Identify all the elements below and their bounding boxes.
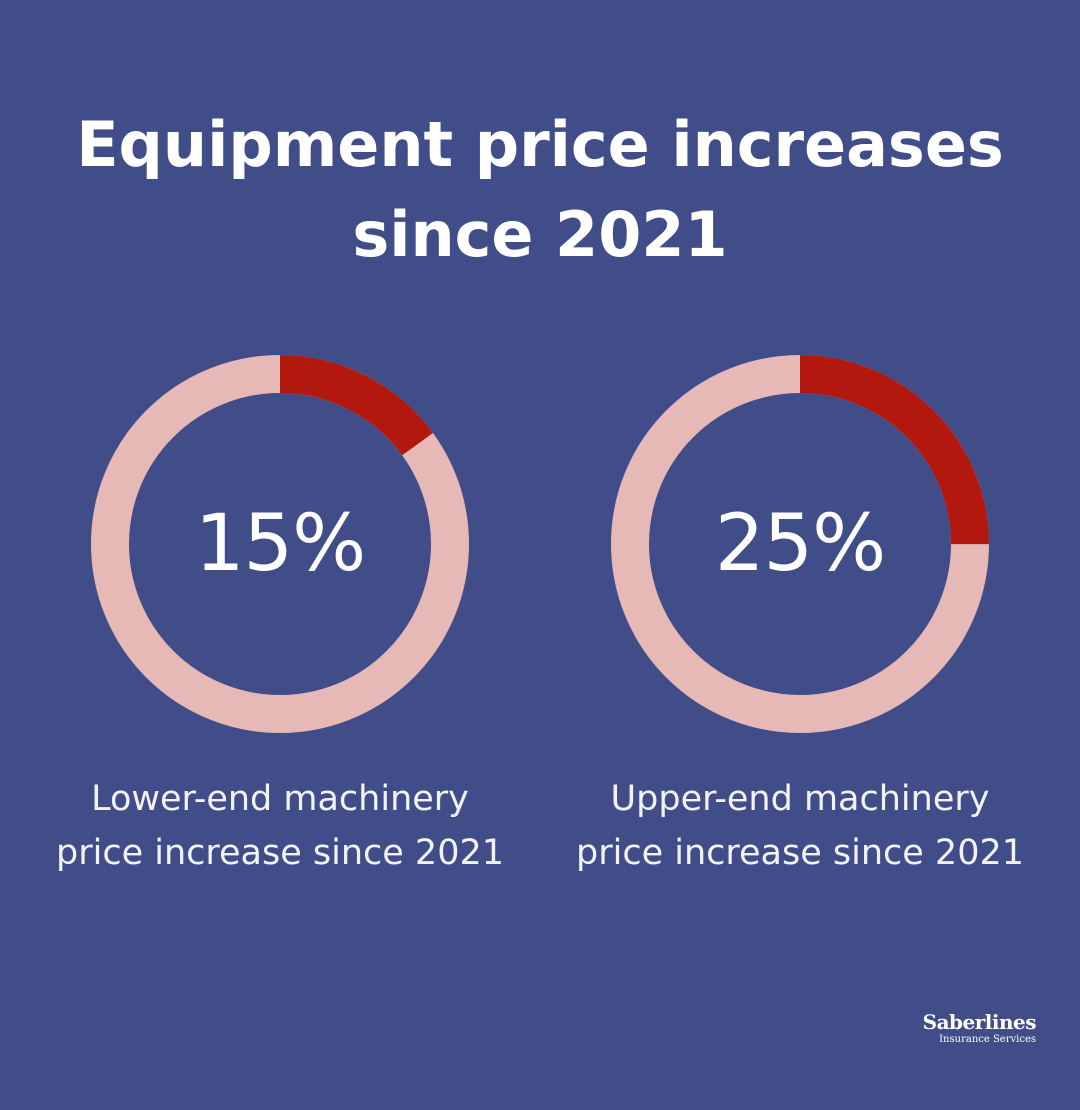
donut-value-slice <box>611 355 989 733</box>
title-line-2: since 2021 <box>352 198 728 271</box>
caption-lower-end-line-2: price increase since 2021 <box>56 833 504 873</box>
donut-value-label-upper-end: 25% <box>714 499 886 589</box>
logo-name: Saberlines <box>922 1010 1037 1034</box>
brand-logo: Saberlines Insurance Services <box>922 1010 1037 1045</box>
caption-lower-end-line-1: Lower-end machinery <box>91 779 469 819</box>
donut-chart-lower-end: 15% <box>91 355 469 733</box>
caption-lower-end: Lower-end machinery price increase since… <box>20 772 540 880</box>
donut-svg-upper-end <box>611 355 989 733</box>
donut-value-slice <box>91 355 469 733</box>
caption-upper-end: Upper-end machinery price increase since… <box>540 772 1060 880</box>
donut-chart-upper-end: 25% <box>611 355 989 733</box>
logo-subtitle: Insurance Services <box>939 1034 1036 1045</box>
title-line-1: Equipment price increases <box>76 108 1004 181</box>
donut-value-label-lower-end: 15% <box>194 499 366 589</box>
donut-svg-lower-end <box>91 355 469 733</box>
caption-upper-end-line-1: Upper-end machinery <box>610 779 990 819</box>
caption-upper-end-line-2: price increase since 2021 <box>576 833 1024 873</box>
page-title: Equipment price increases since 2021 <box>0 100 1080 280</box>
